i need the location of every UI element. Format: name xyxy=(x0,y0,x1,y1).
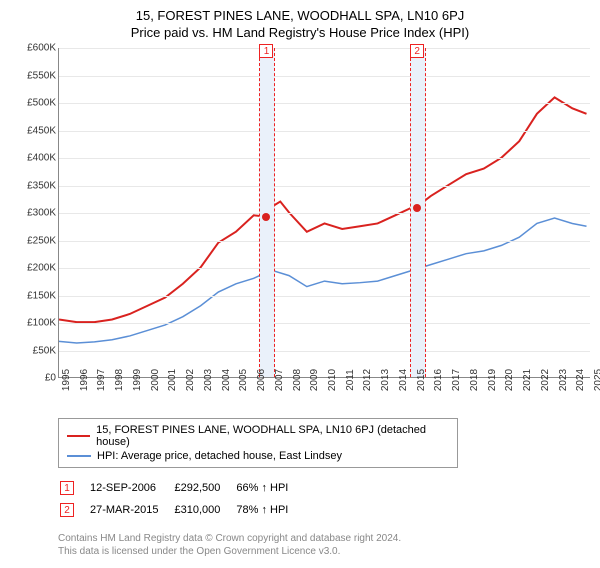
x-tick-label: 1997 xyxy=(96,369,107,391)
gridline xyxy=(59,241,590,242)
sale-marker-icon: 2 xyxy=(60,503,74,517)
y-tick-label: £100K xyxy=(27,318,56,329)
x-tick-label: 2023 xyxy=(558,369,569,391)
x-tick-label: 2012 xyxy=(362,369,373,391)
sale-marker-dot xyxy=(413,204,421,212)
legend-item: HPI: Average price, detached house, East… xyxy=(67,449,449,463)
sale-marker-dot xyxy=(262,213,270,221)
x-tick-label: 2006 xyxy=(256,369,267,391)
x-tick-label: 2020 xyxy=(504,369,515,391)
footnote: Contains HM Land Registry data © Crown c… xyxy=(58,532,590,558)
y-tick-label: £350K xyxy=(27,180,56,191)
gridline xyxy=(59,103,590,104)
sales-table: 1 12-SEP-2006 £292,500 66% ↑ HPI 2 27-MA… xyxy=(58,476,304,522)
x-axis: 1995199619971998199920002001200220032004… xyxy=(58,378,590,408)
legend-label: HPI: Average price, detached house, East… xyxy=(97,450,342,462)
gridline xyxy=(59,268,590,269)
y-axis: £0 £50K £100K £150K £200K £250K £300K £350K £400… xyxy=(10,48,58,408)
gridline xyxy=(59,158,590,159)
x-tick-label: 2021 xyxy=(522,369,533,391)
sale-pct: 66% ↑ HPI xyxy=(236,478,302,498)
x-tick-label: 1996 xyxy=(79,369,90,391)
table-row: 2 27-MAR-2015 £310,000 78% ↑ HPI xyxy=(60,500,302,520)
x-tick-label: 2018 xyxy=(469,369,480,391)
gridline xyxy=(59,213,590,214)
gridline xyxy=(59,323,590,324)
chart-title: 15, FOREST PINES LANE, WOODHALL SPA, LN1… xyxy=(10,8,590,23)
gridline xyxy=(59,48,590,49)
sale-date: 12-SEP-2006 xyxy=(90,478,172,498)
x-tick-label: 2010 xyxy=(327,369,338,391)
y-tick-label: £600K xyxy=(27,43,56,54)
legend-label: 15, FOREST PINES LANE, WOODHALL SPA, LN1… xyxy=(96,424,449,448)
y-tick-label: £450K xyxy=(27,125,56,136)
legend-box: 15, FOREST PINES LANE, WOODHALL SPA, LN1… xyxy=(58,418,458,468)
footnote-line: This data is licensed under the Open Gov… xyxy=(58,545,590,558)
plot-area: 12 xyxy=(58,48,590,378)
x-tick-label: 2011 xyxy=(345,369,356,391)
gridline xyxy=(59,76,590,77)
x-tick-label: 2014 xyxy=(398,369,409,391)
chart-container: 15, FOREST PINES LANE, WOODHALL SPA, LN1… xyxy=(0,0,600,568)
x-tick-label: 2003 xyxy=(203,369,214,391)
x-tick-label: 2000 xyxy=(150,369,161,391)
sale-price: £310,000 xyxy=(174,500,234,520)
gridline xyxy=(59,296,590,297)
chart-subtitle: Price paid vs. HM Land Registry's House … xyxy=(10,25,590,40)
x-tick-label: 2001 xyxy=(167,369,178,391)
y-tick-label: £50K xyxy=(33,345,56,356)
x-tick-label: 2015 xyxy=(416,369,427,391)
x-tick-label: 1995 xyxy=(61,369,72,391)
sale-price: £292,500 xyxy=(174,478,234,498)
x-tick-label: 2009 xyxy=(309,369,320,391)
sale-marker-icon: 1 xyxy=(60,481,74,495)
series-line-hpi xyxy=(59,218,587,343)
y-tick-label: £300K xyxy=(27,208,56,219)
x-tick-label: 2022 xyxy=(540,369,551,391)
x-tick-label: 2013 xyxy=(380,369,391,391)
x-tick-label: 2016 xyxy=(433,369,444,391)
x-tick-label: 1999 xyxy=(132,369,143,391)
y-tick-label: £200K xyxy=(27,263,56,274)
sale-pct: 78% ↑ HPI xyxy=(236,500,302,520)
x-tick-label: 2007 xyxy=(274,369,285,391)
y-tick-label: £400K xyxy=(27,153,56,164)
x-tick-label: 2008 xyxy=(292,369,303,391)
gridline xyxy=(59,131,590,132)
sale-band xyxy=(410,48,426,377)
legend-item: 15, FOREST PINES LANE, WOODHALL SPA, LN1… xyxy=(67,423,449,449)
sale-date: 27-MAR-2015 xyxy=(90,500,172,520)
x-tick-label: 2019 xyxy=(487,369,498,391)
x-tick-label: 2017 xyxy=(451,369,462,391)
x-tick-label: 2002 xyxy=(185,369,196,391)
legend-swatch xyxy=(67,455,91,457)
gridline xyxy=(59,186,590,187)
legend-swatch xyxy=(67,435,90,437)
x-tick-label: 1998 xyxy=(114,369,125,391)
table-row: 1 12-SEP-2006 £292,500 66% ↑ HPI xyxy=(60,478,302,498)
gridline xyxy=(59,351,590,352)
x-tick-label: 2004 xyxy=(221,369,232,391)
y-tick-label: £0 xyxy=(45,373,56,384)
x-tick-label: 2025 xyxy=(593,369,600,391)
x-tick-label: 2005 xyxy=(238,369,249,391)
footnote-line: Contains HM Land Registry data © Crown c… xyxy=(58,532,590,545)
y-tick-label: £150K xyxy=(27,290,56,301)
sale-marker-label: 2 xyxy=(410,44,424,58)
y-tick-label: £250K xyxy=(27,235,56,246)
sale-marker-label: 1 xyxy=(259,44,273,58)
y-tick-label: £550K xyxy=(27,70,56,81)
x-tick-label: 2024 xyxy=(575,369,586,391)
chart-area: £0 £50K £100K £150K £200K £250K £300K £350K £400… xyxy=(10,48,590,408)
y-tick-label: £500K xyxy=(27,98,56,109)
